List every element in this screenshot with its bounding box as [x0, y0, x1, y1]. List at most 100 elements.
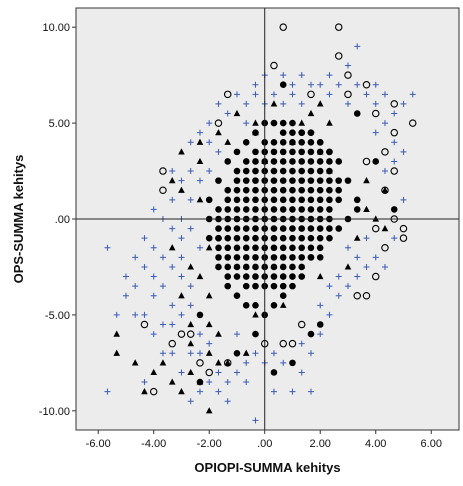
- x-tick-label: -4.00: [141, 438, 166, 450]
- filled-circle-point: [252, 273, 259, 280]
- filled-circle-point: [233, 234, 241, 242]
- filled-circle-point: [270, 158, 278, 165]
- hollow-circle-point: [307, 90, 315, 99]
- filled-circle-point: [224, 196, 232, 204]
- filled-circle-point: [215, 263, 222, 271]
- plus-point: [335, 292, 342, 299]
- plus-point: [187, 302, 194, 309]
- filled-circle-point: [233, 273, 241, 280]
- filled-circle-point: [307, 167, 315, 175]
- filled-circle-point: [215, 206, 222, 213]
- filled-circle-point: [242, 167, 250, 175]
- plus-point: [159, 254, 166, 261]
- plus-point: [363, 91, 370, 98]
- filled-circle-point: [289, 158, 296, 165]
- y-tick-label: -10.00: [39, 406, 70, 418]
- triangle-point: [298, 119, 306, 126]
- x-tick-label: 4.00: [365, 438, 386, 450]
- hollow-circle-point: [288, 339, 297, 348]
- hollow-circle-point: [399, 224, 408, 233]
- plus-point: [344, 100, 351, 107]
- plus-point: [169, 302, 176, 309]
- plus-point: [317, 81, 324, 88]
- y-axis-title: OPS-SUMMA kehitys: [11, 155, 26, 284]
- filled-circle-point: [289, 273, 296, 280]
- filled-circle-point: [279, 234, 287, 242]
- filled-circle-point: [279, 273, 287, 280]
- triangle-point: [178, 148, 185, 155]
- plus-point: [122, 273, 129, 280]
- filled-circle-point: [270, 186, 278, 194]
- filled-circle-point: [326, 234, 333, 242]
- filled-circle-point: [316, 254, 324, 261]
- plus-point: [224, 379, 231, 386]
- filled-circle-point: [224, 244, 232, 252]
- filled-circle-point: [270, 234, 278, 242]
- x-axis: -6.00 -4.00 -2.00 .00 2.00 4.00 6.00: [86, 430, 442, 450]
- plus-point: [224, 398, 231, 405]
- filled-circle-point: [215, 177, 222, 184]
- plus-point: [391, 158, 398, 165]
- triangle-point: [252, 129, 259, 136]
- plus-point: [391, 110, 398, 117]
- triangle-point: [205, 292, 213, 299]
- triangle-point: [307, 109, 315, 117]
- filled-circle-point: [279, 138, 287, 146]
- plus-point: [169, 168, 176, 175]
- filled-circle-point: [252, 282, 259, 290]
- hollow-circle-point: [279, 23, 287, 31]
- plus-point: [381, 263, 388, 270]
- plus-point: [169, 263, 176, 270]
- plus-point: [132, 254, 139, 261]
- filled-circle-point: [298, 177, 305, 184]
- filled-circle-point: [215, 254, 222, 261]
- plus-point: [400, 100, 407, 107]
- filled-circle-point: [205, 234, 213, 242]
- filled-circle-point: [242, 225, 250, 232]
- filled-circle-point: [270, 244, 278, 252]
- plus-point: [132, 283, 139, 290]
- plus-point: [344, 62, 351, 69]
- plus-point: [150, 331, 157, 338]
- hollow-circle-point: [381, 148, 389, 156]
- filled-circle-point: [279, 225, 287, 232]
- hollow-circle-point: [140, 320, 149, 329]
- triangle-point: [178, 292, 185, 299]
- hollow-circle-point: [168, 339, 176, 348]
- triangle-point: [187, 263, 195, 270]
- filled-circle-point: [279, 167, 287, 175]
- plus-point: [113, 311, 120, 318]
- plus-point: [335, 273, 342, 280]
- filled-circle-point: [289, 167, 296, 175]
- plus-point: [326, 91, 333, 98]
- y-axis: -10.00 -5.00 .00 5.00 10.00: [39, 22, 76, 418]
- triangle-point: [205, 320, 213, 328]
- x-tick-label: 2.00: [310, 438, 331, 450]
- plus-point: [224, 110, 231, 117]
- hollow-circle-point: [362, 291, 371, 300]
- filled-circle-point: [316, 177, 324, 184]
- filled-circle-point: [233, 225, 241, 232]
- plus-point: [391, 235, 398, 242]
- plus-point: [132, 311, 139, 318]
- plus-point: [243, 120, 250, 127]
- hollow-circle-point: [344, 90, 352, 99]
- filled-circle-point: [252, 186, 259, 194]
- filled-circle-point: [298, 273, 306, 280]
- filled-circle-point: [242, 254, 250, 261]
- filled-circle-point: [233, 349, 241, 357]
- hollow-circle-point: [362, 157, 371, 166]
- filled-circle-point: [270, 138, 278, 146]
- filled-circle-point: [316, 186, 324, 194]
- filled-circle-point: [270, 282, 278, 290]
- triangle-point: [224, 138, 232, 145]
- filled-circle-point: [242, 244, 250, 252]
- filled-circle-point: [252, 244, 259, 252]
- y-tick-label: -5.00: [45, 310, 70, 322]
- filled-circle-point: [289, 282, 296, 290]
- plus-point: [187, 225, 194, 232]
- plus-point: [252, 81, 259, 88]
- hollow-circle-point: [390, 100, 399, 108]
- plus-point: [354, 254, 361, 261]
